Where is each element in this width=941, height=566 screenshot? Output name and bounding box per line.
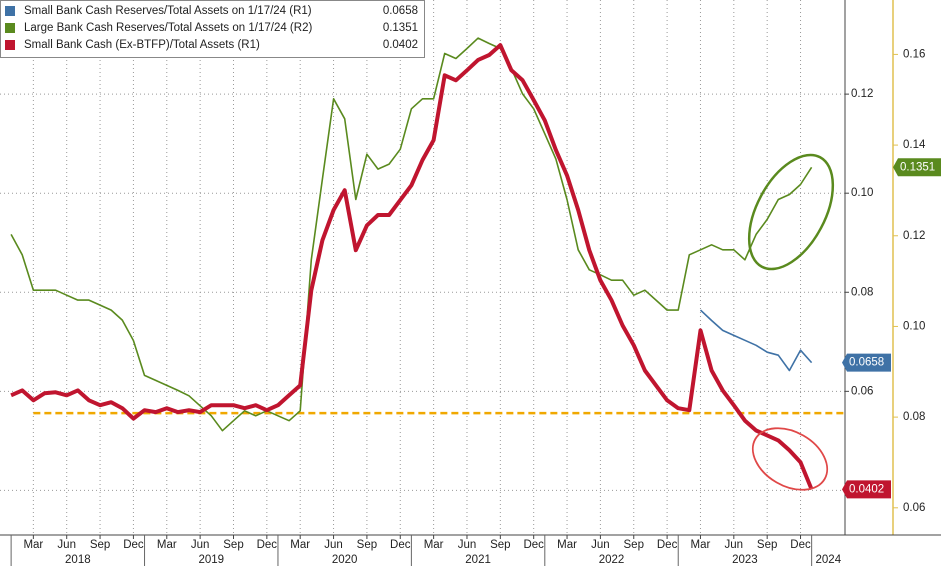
value-tag-label: 0.0402 <box>849 483 884 495</box>
x-tick-label: Mar <box>557 539 577 551</box>
x-tick-label: Mar <box>157 539 177 551</box>
x-tick-label: Mar <box>691 539 711 551</box>
year-label: 2018 <box>65 554 91 566</box>
y-tick-label: 0.08 <box>851 286 873 298</box>
grid <box>0 0 845 535</box>
highlight-ellipse <box>747 153 835 271</box>
x-tick-label: Jun <box>591 539 610 551</box>
x-tick-label: Dec <box>790 539 811 551</box>
y2-tick-label: 0.16 <box>903 48 925 60</box>
x-tick-label: Mar <box>290 539 310 551</box>
legend: Small Bank Cash Reserves/Total Assets on… <box>0 0 425 58</box>
x-tick-label: Sep <box>90 539 110 551</box>
axes: 0.040.060.080.100.120.060.080.100.120.14… <box>10 48 941 566</box>
legend-box <box>0 0 425 58</box>
x-tick-label: Dec <box>390 539 411 551</box>
year-label: 2024 <box>816 554 842 566</box>
y2-tick-label: 0.06 <box>903 502 925 514</box>
plot-lines <box>10 37 845 491</box>
y2-tick-label: 0.12 <box>903 230 925 242</box>
x-tick-label: Dec <box>257 539 278 551</box>
legend-value: 0.0402 <box>383 39 418 51</box>
x-tick-label: Sep <box>490 539 510 551</box>
x-tick-label: Sep <box>624 539 644 551</box>
x-tick-label: Dec <box>123 539 144 551</box>
x-tick-label: Jun <box>725 539 744 551</box>
legend-label: Small Bank Cash (Ex-BTFP)/Total Assets (… <box>24 39 260 51</box>
legend-value: 0.0658 <box>383 5 418 17</box>
series-line <box>10 43 814 491</box>
value-tag <box>893 158 941 177</box>
legend-swatch <box>5 6 15 16</box>
value-tag <box>842 480 891 499</box>
value-tag <box>842 353 891 372</box>
legend-label: Small Bank Cash Reserves/Total Assets on… <box>24 5 312 17</box>
x-tick-label: Mar <box>424 539 444 551</box>
x-tick-label: Jun <box>458 539 477 551</box>
y-tick-label: 0.06 <box>851 385 873 397</box>
highlight-ellipse <box>751 427 829 491</box>
x-tick-label: Sep <box>223 539 243 551</box>
year-label: 2022 <box>599 554 625 566</box>
legend-swatch <box>5 23 15 33</box>
y2-tick-label: 0.14 <box>903 139 926 151</box>
y-tick-label: 0.12 <box>851 88 873 100</box>
legend-value: 0.1351 <box>383 22 418 34</box>
series-line <box>10 37 813 432</box>
x-tick-label: Dec <box>523 539 544 551</box>
year-label: 2020 <box>332 554 358 566</box>
series-line <box>699 309 813 372</box>
legend-swatch <box>5 40 15 50</box>
y-tick-label: 0.10 <box>851 187 873 199</box>
x-tick-label: Sep <box>757 539 777 551</box>
y2-tick-label: 0.08 <box>903 411 925 423</box>
x-tick-label: Jun <box>57 539 76 551</box>
x-tick-label: Jun <box>324 539 343 551</box>
year-label: 2021 <box>465 554 491 566</box>
x-tick-label: Jun <box>191 539 210 551</box>
year-label: 2023 <box>732 554 758 566</box>
x-tick-label: Sep <box>357 539 377 551</box>
year-label: 2019 <box>198 554 224 566</box>
y2-tick-label: 0.10 <box>903 320 925 332</box>
legend-label: Large Bank Cash Reserves/Total Assets on… <box>24 22 312 34</box>
x-tick-label: Mar <box>23 539 43 551</box>
value-tag-label: 0.1351 <box>900 161 935 173</box>
value-tag-label: 0.0658 <box>849 357 884 369</box>
x-tick-label: Dec <box>657 539 678 551</box>
